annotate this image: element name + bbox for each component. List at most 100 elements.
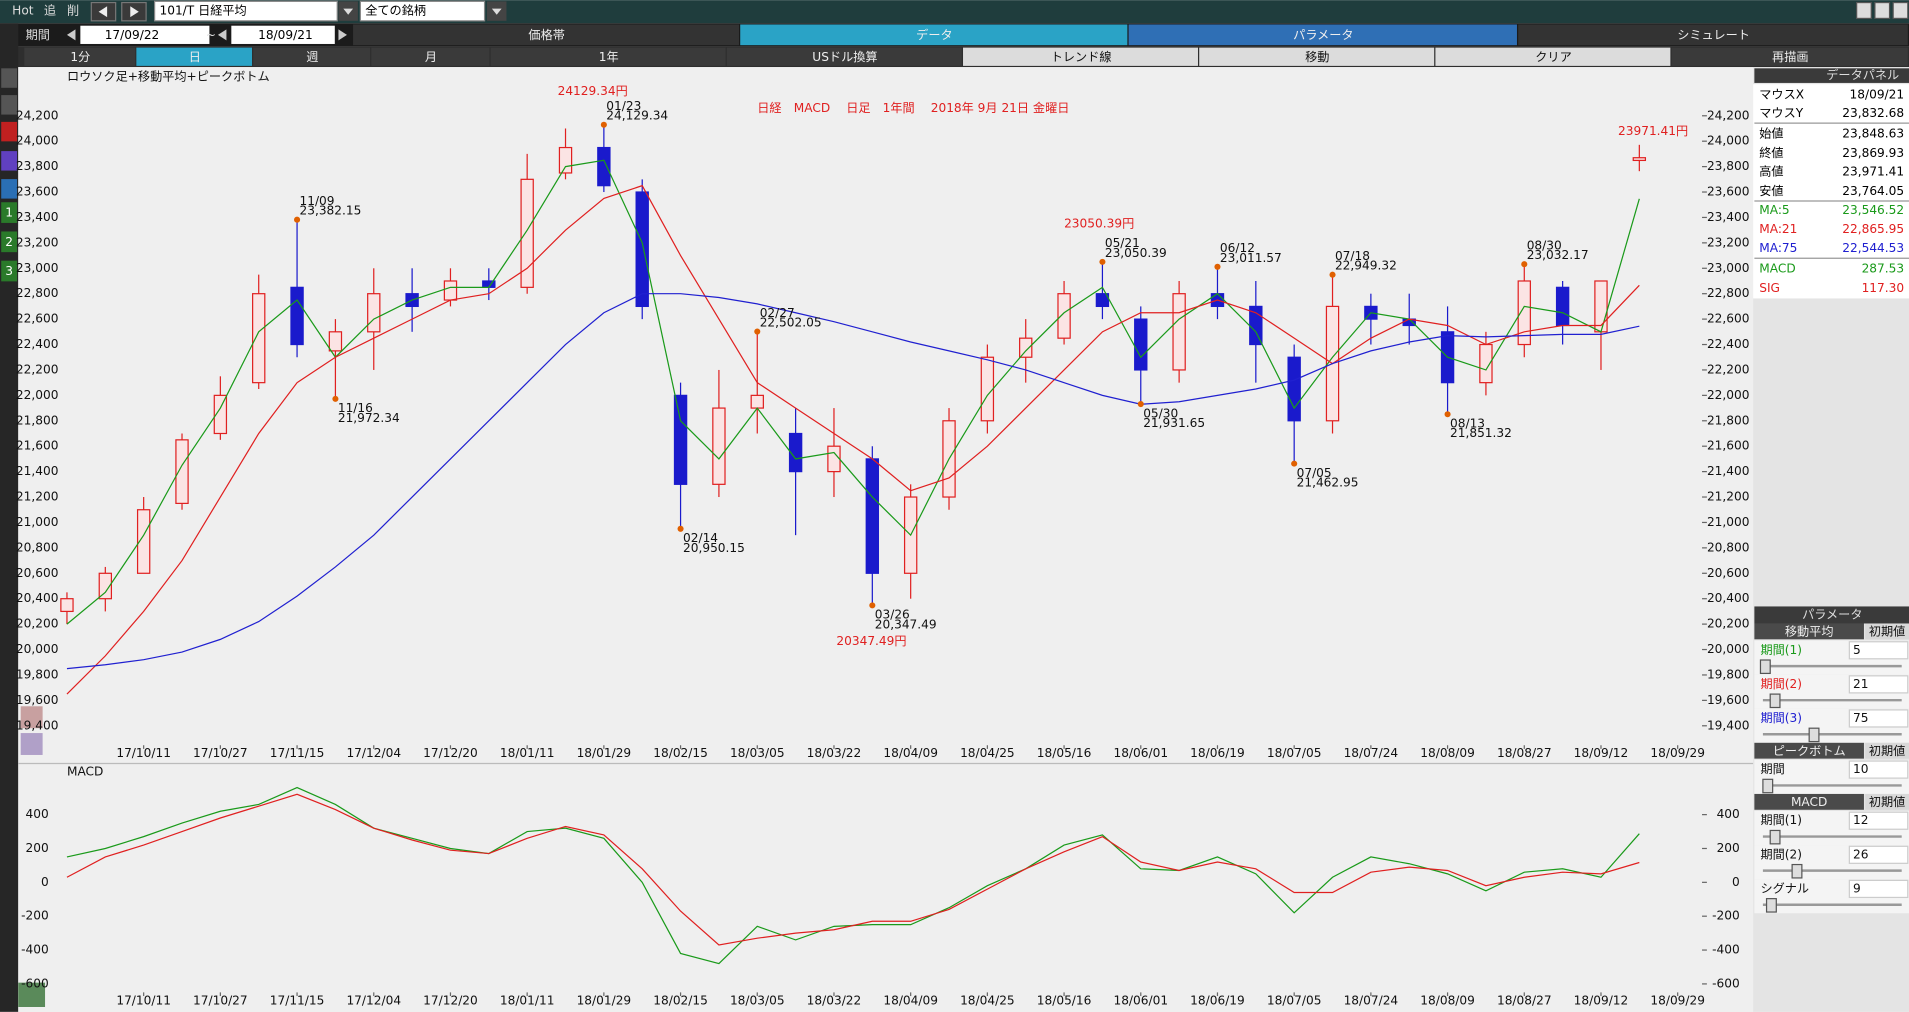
x-tick-label: 17/12/20: [423, 746, 478, 760]
slider-handle[interactable]: [1769, 829, 1781, 845]
button-label: クリア: [1535, 50, 1571, 64]
reset-button[interactable]: [1865, 793, 1909, 810]
price-annotation: 23971.41円: [1618, 124, 1688, 138]
candle-body: [60, 598, 74, 613]
x-tick-label: 18/05/16: [1037, 746, 1092, 760]
data-value: 23,832.68: [1842, 106, 1904, 120]
param-input[interactable]: [1848, 845, 1909, 864]
data-value: 22,544.53: [1842, 241, 1904, 255]
button[interactable]: [371, 47, 490, 66]
symbol-input[interactable]: [154, 0, 338, 22]
sidebar-icon[interactable]: [1, 202, 18, 223]
peak-price: 22,502.05: [760, 316, 822, 330]
sidebar-icon[interactable]: [1, 68, 18, 88]
slider-handle[interactable]: [1765, 898, 1777, 913]
sidebar-icon[interactable]: [1, 151, 18, 171]
param-input[interactable]: [1848, 675, 1909, 694]
sidebar-icon[interactable]: [1, 179, 18, 199]
slider-handle[interactable]: [1759, 659, 1771, 675]
panel-title: データパネル: [1826, 67, 1899, 82]
window-button[interactable]: [1874, 1, 1891, 20]
button[interactable]: [490, 47, 726, 66]
data-value: 117.30: [1862, 281, 1905, 295]
param-value[interactable]: 12: [1853, 813, 1868, 827]
slider-handle[interactable]: [1791, 863, 1803, 879]
price-annotation: 20347.49円: [836, 634, 906, 648]
price-annotation: 23050.39円: [1064, 217, 1134, 231]
sidebar-icon[interactable]: [1, 121, 18, 142]
param-value[interactable]: 21: [1853, 677, 1868, 691]
y-tick-label: -600: [1712, 976, 1740, 990]
button[interactable]: [726, 47, 962, 66]
param-input[interactable]: [1848, 811, 1909, 830]
tab[interactable]: [1518, 24, 1908, 46]
button[interactable]: [253, 47, 371, 66]
button-label: トレンド線: [1051, 49, 1112, 64]
to-input[interactable]: [231, 25, 335, 44]
reset-button[interactable]: [1865, 623, 1909, 640]
button[interactable]: [963, 47, 1198, 66]
reset-label[interactable]: 初期値: [1869, 794, 1905, 809]
y-tick-label: 21,000: [16, 515, 59, 529]
button[interactable]: [1671, 47, 1908, 66]
param-value[interactable]: 10: [1853, 762, 1868, 776]
data-label: MA:75: [1759, 241, 1797, 255]
button[interactable]: [1199, 47, 1435, 66]
param-input[interactable]: [1848, 760, 1909, 779]
reset-button[interactable]: [1865, 742, 1909, 759]
moving-average-line: [66, 159, 1640, 625]
y-tick-label: 20,600: [16, 566, 59, 580]
y-tick-label: -400: [21, 943, 49, 957]
tab[interactable]: [353, 24, 740, 46]
button[interactable]: [24, 47, 136, 66]
y-tick-label: 21,200: [1707, 490, 1750, 504]
panel-header: [1754, 606, 1909, 624]
window-button[interactable]: [1892, 1, 1909, 20]
chart-subtitle: ロウソク足+移動平均+ピークボトム: [67, 69, 270, 83]
reset-label[interactable]: 初期値: [1869, 624, 1905, 639]
button[interactable]: [136, 47, 253, 66]
peak-dot: [1214, 263, 1221, 270]
param-input[interactable]: [1848, 879, 1909, 899]
slider-handle[interactable]: [1769, 693, 1781, 709]
y-tick-label: 23,800: [1707, 159, 1750, 173]
sidebar-icon[interactable]: [1, 260, 18, 282]
peak-price: 21,931.65: [1143, 416, 1205, 430]
param-input[interactable]: [1848, 641, 1909, 660]
x-tick-label: 18/04/25: [960, 746, 1015, 760]
param-value[interactable]: 75: [1853, 711, 1868, 725]
slider-handle[interactable]: [1808, 727, 1820, 743]
sidebar-icon[interactable]: [1, 95, 18, 115]
y-tick-label: 19,400: [1707, 718, 1750, 732]
tab[interactable]: [740, 24, 1128, 46]
window-button[interactable]: [1856, 1, 1872, 20]
tab[interactable]: [1128, 24, 1517, 46]
peak-date: 03/26: [875, 608, 910, 622]
y-tick-label: 24,000: [1707, 134, 1750, 148]
candle-body: [712, 407, 726, 485]
data-label: 始値: [1759, 126, 1783, 141]
y-tick-label: 400: [1717, 807, 1740, 821]
y-tick-label: 22,400: [16, 337, 59, 351]
reset-label[interactable]: 初期値: [1869, 743, 1905, 758]
param-label: 期間(2): [1760, 677, 1802, 691]
x-tick-label: 18/04/09: [883, 993, 938, 1007]
candle-body: [213, 394, 228, 435]
symbol-text: 101/T 日経平均: [159, 4, 246, 18]
delete-button[interactable]: 削: [67, 4, 79, 18]
button[interactable]: [1435, 47, 1671, 66]
param-value[interactable]: 9: [1853, 881, 1861, 895]
universe-input[interactable]: [359, 0, 486, 22]
param-value[interactable]: 5: [1853, 643, 1861, 657]
add-button[interactable]: 追: [44, 3, 56, 18]
param-input[interactable]: [1848, 709, 1909, 728]
param-value[interactable]: 26: [1853, 847, 1868, 861]
y-tick-label: 24,000: [16, 134, 59, 148]
hot-button[interactable]: Hot: [12, 4, 34, 18]
y-tick-label: 23,000: [16, 261, 59, 275]
slider-handle[interactable]: [1762, 778, 1774, 794]
from-input[interactable]: [80, 25, 210, 44]
peak-price: 20,347.49: [875, 617, 937, 631]
sidebar-icon[interactable]: [1, 231, 18, 253]
x-tick-label: 17/12/04: [346, 993, 401, 1007]
